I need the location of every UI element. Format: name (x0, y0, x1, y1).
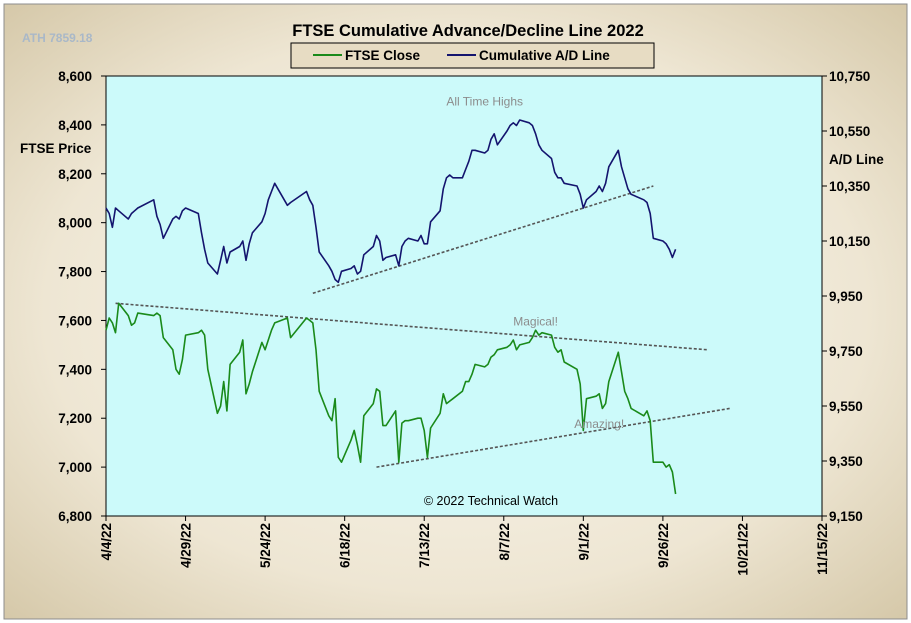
legend-label-ad: Cumulative A/D Line (479, 48, 610, 63)
y-axis-right-label: A/D Line (829, 152, 884, 167)
y-tick-right-label: 10,750 (829, 69, 870, 84)
trendline (115, 302, 708, 351)
x-tick-label: 9/1/22 (576, 523, 591, 561)
x-tick-label: 10/21/22 (735, 523, 750, 576)
y-tick-left-label: 7,200 (58, 411, 92, 426)
y-ticks-right: 10,750 10,550 10,350 10,150 9,950 9,750 9,550 9… (822, 69, 870, 524)
legend: FTSE Close Cumulative A/D Line (290, 42, 655, 69)
y-tick-right-label: 9,750 (829, 344, 863, 359)
series-line-ftse-close (105, 302, 677, 495)
watermark: ATH 7859.18 (22, 31, 93, 45)
x-tick-label: 11/15/22 (815, 523, 830, 575)
y-tick-left-label: 8,000 (58, 216, 92, 231)
annotation-text: Amazing! (574, 417, 624, 431)
y-tick-left-label: 7,600 (58, 313, 92, 328)
annotation-text: Magical! (513, 314, 558, 328)
chart-title: FTSE Cumulative Advance/Decline Line 202… (292, 22, 644, 40)
trendlines (115, 185, 730, 468)
y-tick-right-label: 9,550 (829, 399, 863, 414)
series-line-ad-line (105, 119, 677, 284)
trendline (312, 185, 654, 295)
annotation-text: All Time Highs (446, 94, 523, 108)
y-tick-left-label: 8,200 (58, 167, 92, 182)
y-tick-right-label: 10,350 (829, 179, 870, 194)
y-tick-left-label: 7,400 (58, 362, 92, 377)
y-tick-left-label: 7,800 (58, 265, 92, 280)
copyright-text: © 2022 Technical Watch (424, 494, 558, 508)
x-tick-label: 8/7/22 (497, 523, 512, 561)
x-tick-label: 6/18/22 (338, 523, 353, 568)
x-tick-label: 4/4/22 (99, 523, 114, 561)
y-tick-left-label: 8,400 (58, 118, 92, 133)
y-tick-right-label: 9,350 (829, 454, 863, 469)
y-tick-left-label: 6,800 (58, 509, 92, 524)
x-tick-label: 9/26/22 (656, 523, 671, 568)
annotations: All Time Highs Magical! Amazing! (446, 94, 624, 431)
x-tick-label: 5/24/22 (258, 523, 273, 568)
y-axis-left-label: FTSE Price (20, 141, 92, 156)
y-tick-left-label: 8,600 (58, 69, 92, 84)
y-tick-right-label: 9,950 (829, 289, 863, 304)
plot-area (105, 75, 823, 517)
series-lines (105, 119, 677, 495)
y-tick-right-label: 10,150 (829, 234, 870, 249)
y-tick-left-label: 7,000 (58, 460, 92, 475)
legend-label-ftse: FTSE Close (345, 48, 421, 63)
x-tick-label: 4/29/22 (179, 523, 194, 568)
x-ticks: 4/4/22 4/29/22 5/24/22 6/18/22 7/13/22 8/7/22… (99, 516, 830, 576)
y-tick-right-label: 9,150 (829, 509, 863, 524)
x-tick-label: 7/13/22 (417, 523, 432, 568)
y-ticks-left: 8,600 8,400 8,200 8,000 7,800 7,600 7,400 7,200… (58, 69, 106, 524)
y-tick-right-label: 10,550 (829, 124, 870, 139)
